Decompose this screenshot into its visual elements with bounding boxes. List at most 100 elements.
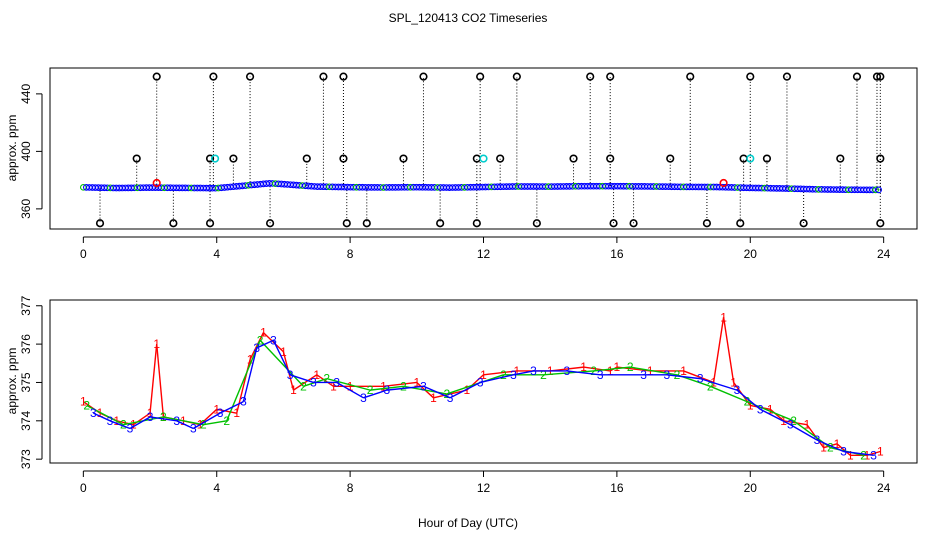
bottom-series-3-segment xyxy=(93,412,111,422)
top-y-axis: 360 400 440 xyxy=(19,84,43,219)
bottom-series-2-point: 2 xyxy=(790,414,797,428)
bottom-series-1-point: 1 xyxy=(580,360,587,374)
bottom-series-1-point: 1 xyxy=(153,337,160,351)
bottom-series-1-segment xyxy=(769,408,785,422)
bottom-series-3-point: 3 xyxy=(333,375,340,389)
top-outlier-marker xyxy=(746,72,755,81)
bottom-series-2-point: 2 xyxy=(300,379,307,393)
bottom-series-3-segment xyxy=(242,347,258,402)
bottom-series-1-segment xyxy=(316,374,334,387)
bottom-data-marks: 1111111111111111111111111111111111111111… xyxy=(80,310,884,462)
top-outlier-marker xyxy=(476,72,485,81)
bottom-series-1-point: 1 xyxy=(213,402,220,416)
bottom-series-3-point: 3 xyxy=(240,395,247,409)
bottom-series-1-segment xyxy=(116,420,134,426)
top-outlier-marker xyxy=(876,219,885,228)
bottom-series-2-segment xyxy=(326,377,371,391)
bottom-series-2-point: 2 xyxy=(257,333,264,347)
bottom-series-3-point: 3 xyxy=(530,364,537,378)
bottom-series-1-segment xyxy=(712,317,725,383)
top-outlier-marker xyxy=(265,219,275,228)
top-outlier-marker xyxy=(339,72,348,81)
top-outlier-marker xyxy=(205,219,215,228)
top-outlier-marker xyxy=(532,219,541,228)
bottom-series-3-point: 3 xyxy=(90,406,97,420)
bottom-series-2-point: 2 xyxy=(860,448,867,462)
bottom-series-1-point: 1 xyxy=(280,345,287,359)
bottom-series-2-point: 2 xyxy=(500,368,507,382)
bottom-series-3-segment xyxy=(256,339,274,349)
bottom-x-tick-label: 4 xyxy=(213,481,220,495)
bottom-series-1-point: 1 xyxy=(330,379,337,393)
bottom-series-2-point: 2 xyxy=(200,418,207,432)
bottom-series-1-point: 1 xyxy=(260,326,267,340)
top-outlier-marker xyxy=(876,154,885,163)
bottom-series-3-point: 3 xyxy=(510,368,517,382)
bottom-x-tick-label: 12 xyxy=(477,481,491,495)
bottom-series-2-point: 2 xyxy=(83,398,90,412)
top-plot-frame xyxy=(49,67,918,230)
bottom-series-1-segment xyxy=(293,374,318,391)
bottom-series-1-segment xyxy=(722,317,735,383)
top-outlier-marker xyxy=(872,72,882,81)
bottom-series-3-point: 3 xyxy=(287,368,294,382)
top-outlier-marker xyxy=(472,154,481,163)
bottom-series-1-point: 1 xyxy=(290,383,297,397)
bottom-series-2-point: 2 xyxy=(707,379,714,393)
bottom-series-3-point: 3 xyxy=(383,383,390,397)
bottom-series-1-segment xyxy=(216,408,237,414)
bottom-series-1-point: 1 xyxy=(767,402,774,416)
bottom-y-axis-label: approx. ppm xyxy=(5,348,19,415)
bottom-series-3-segment xyxy=(480,374,514,384)
bottom-series-3-segment xyxy=(700,377,738,391)
bottom-series-2-point: 2 xyxy=(160,410,167,424)
top-outlier-marker xyxy=(799,219,808,228)
bottom-series-3-segment xyxy=(149,416,177,422)
bottom-series-2-point: 2 xyxy=(367,383,374,397)
bottom-series-1-point: 1 xyxy=(614,360,621,374)
bottom-series-1-point: 1 xyxy=(720,310,727,324)
top-outlier-marker xyxy=(876,72,885,81)
bottom-series-2-point: 2 xyxy=(674,368,681,382)
top-outlier-marker xyxy=(209,72,218,81)
top-outlier-marker xyxy=(609,219,618,228)
bottom-y-tick-label: 376 xyxy=(19,334,33,354)
top-outlier-marker xyxy=(666,154,675,163)
bottom-x-tick-label: 0 xyxy=(80,481,87,495)
bottom-series-3-point: 3 xyxy=(127,421,134,435)
bottom-series-1-point: 1 xyxy=(347,379,354,393)
bottom-x-tick-label: 24 xyxy=(877,481,891,495)
top-outlier-marker xyxy=(836,154,845,163)
top-panel: approx. ppm 0 4 8 12 16 20 24 360 400 440 xyxy=(5,67,918,261)
bottom-series-3-segment xyxy=(843,450,874,457)
top-outlier-marker xyxy=(399,154,408,163)
bottom-series-3-segment xyxy=(386,385,424,391)
bottom-series-1-point: 1 xyxy=(747,398,754,412)
bottom-series-3-segment xyxy=(816,439,844,453)
bottom-series-2-segment xyxy=(163,416,204,426)
top-outlier-marker xyxy=(152,72,161,81)
bottom-series-1-point: 1 xyxy=(820,441,827,455)
top-outlier-marker xyxy=(606,72,615,81)
top-x-tick-label: 20 xyxy=(744,247,758,261)
bottom-series-1-point: 1 xyxy=(80,395,87,409)
chart-title: SPL_120413 CO2 Timeseries xyxy=(389,11,548,25)
bottom-series-3-point: 3 xyxy=(147,410,154,424)
top-outlier-marker xyxy=(95,219,105,228)
bottom-series-3-point: 3 xyxy=(477,375,484,389)
bottom-series-3-segment xyxy=(363,389,388,399)
top-outlier-marker xyxy=(736,219,745,228)
bottom-series-3-segment xyxy=(289,374,314,384)
top-x-tick-label: 16 xyxy=(610,247,624,261)
top-outlier-marker xyxy=(586,72,595,81)
bottom-series-3-segment xyxy=(759,408,791,426)
top-y-tick-label: 440 xyxy=(19,84,33,104)
bottom-series-1-point: 1 xyxy=(413,375,420,389)
bottom-x-axis: 0 4 8 12 16 20 24 xyxy=(80,470,891,495)
top-outlier-marker xyxy=(436,219,445,228)
bottom-series-3-segment xyxy=(176,420,194,430)
bottom-series-1-point: 1 xyxy=(313,368,320,382)
top-outlier-marker xyxy=(132,154,141,163)
bottom-series-3-point: 3 xyxy=(697,372,704,386)
